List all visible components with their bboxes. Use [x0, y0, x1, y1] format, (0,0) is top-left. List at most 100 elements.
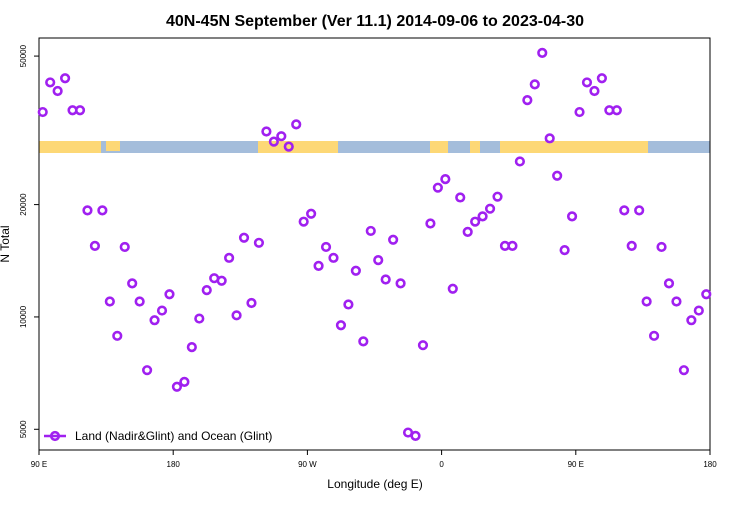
data-point — [380, 274, 391, 285]
legend-marker — [49, 430, 61, 442]
data-point — [507, 240, 518, 252]
data-point — [678, 365, 690, 376]
x-axis-label: Longitude (deg E) — [327, 477, 422, 491]
data-point — [574, 106, 585, 118]
plot-frame — [38, 37, 711, 451]
data-point — [201, 285, 212, 296]
data-point — [693, 305, 704, 316]
data-point — [619, 205, 630, 216]
data-point — [45, 77, 56, 88]
y-tick-label: 50000 — [19, 44, 28, 67]
data-point — [298, 216, 309, 227]
data-point — [246, 297, 257, 309]
x-tick-label: 90 W — [298, 460, 317, 469]
data-point — [343, 299, 354, 310]
data-point — [119, 241, 130, 253]
data-point — [581, 77, 593, 88]
data-point — [52, 85, 63, 97]
land-band — [106, 141, 120, 151]
data-point — [514, 156, 525, 167]
data-point — [335, 320, 347, 331]
data-point — [328, 252, 339, 263]
data-point — [350, 265, 361, 276]
x-tick-label: 90 E — [31, 460, 47, 469]
data-point — [462, 226, 473, 237]
data-point — [656, 241, 667, 253]
data-point — [179, 376, 190, 387]
data-point — [388, 234, 399, 245]
data-point — [440, 174, 451, 185]
data-point — [417, 340, 429, 351]
data-point — [425, 218, 436, 229]
y-tick-label: 20000 — [19, 193, 28, 216]
data-point — [89, 240, 101, 252]
data-point — [395, 278, 406, 289]
data-point — [663, 278, 675, 289]
x-tick-label: 90 E — [568, 460, 584, 469]
data-point — [559, 245, 570, 256]
data-point — [432, 182, 443, 193]
data-point — [253, 237, 265, 248]
data-point — [104, 296, 115, 307]
data-point — [589, 85, 600, 97]
data-point — [686, 315, 697, 326]
data-point — [552, 170, 563, 181]
data-point — [522, 95, 533, 106]
data-point — [701, 289, 712, 300]
data-point — [447, 283, 458, 294]
data-point — [149, 315, 160, 326]
y-axis-label: N Total — [0, 225, 12, 262]
data-point — [194, 313, 205, 324]
data-point — [596, 73, 607, 84]
x-tick-label: 180 — [703, 460, 717, 469]
land-band — [430, 141, 448, 153]
y-tick-label: 5000 — [19, 420, 28, 438]
land-band — [39, 141, 101, 153]
data-point — [373, 255, 384, 266]
data-point — [74, 105, 86, 116]
data-point — [171, 381, 183, 392]
data-point — [306, 208, 317, 219]
data-point — [231, 310, 242, 321]
data-point — [261, 126, 272, 137]
data-point — [291, 119, 302, 130]
data-point — [365, 225, 376, 237]
data-point — [59, 73, 71, 84]
data-point — [82, 205, 93, 216]
data-point — [611, 105, 622, 116]
data-point — [477, 211, 488, 222]
land-band — [500, 141, 648, 153]
data-point — [142, 365, 153, 376]
data-point — [37, 106, 48, 118]
data-point — [216, 275, 227, 286]
data-point — [634, 205, 645, 216]
data-point — [492, 191, 503, 202]
data-point — [470, 216, 481, 227]
data-point — [320, 241, 332, 253]
data-point — [358, 336, 369, 347]
data-point — [276, 131, 287, 142]
data-point — [529, 79, 540, 90]
legend-label: Land (Nadir&Glint) and Ocean (Glint) — [75, 429, 272, 443]
y-tick-label: 10000 — [19, 305, 28, 328]
data-point — [283, 141, 294, 152]
data-point — [164, 289, 175, 300]
data-point — [484, 203, 496, 214]
map-band — [39, 141, 710, 153]
data-point — [224, 252, 235, 263]
data-point — [156, 305, 168, 316]
data-point — [134, 296, 145, 307]
data-point — [648, 330, 660, 341]
data-point — [313, 260, 324, 272]
data-point — [238, 232, 250, 243]
x-tick-label: 180 — [167, 460, 181, 469]
data-point — [641, 296, 652, 307]
x-tick-label: 0 — [439, 460, 444, 469]
data-point — [268, 136, 279, 147]
data-point — [455, 192, 466, 203]
land-band — [470, 141, 480, 153]
data-point — [112, 330, 123, 341]
data-point — [97, 205, 108, 216]
